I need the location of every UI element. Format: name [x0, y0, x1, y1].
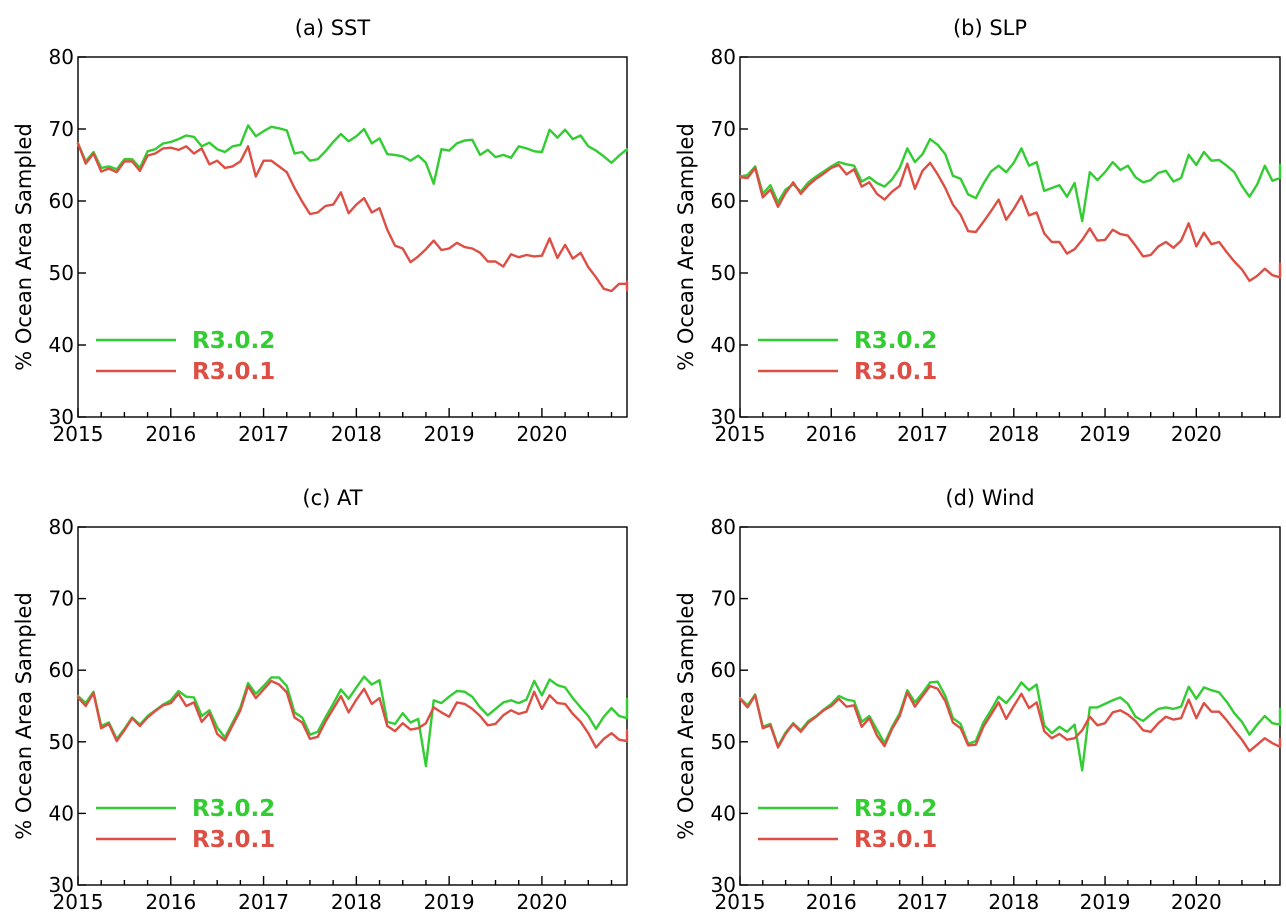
x-tick-label: 2015	[715, 422, 766, 446]
panel-at: (c) AT% Ocean Area Sampled30405060708020…	[12, 486, 627, 914]
x-tick-label: 2017	[897, 422, 948, 446]
x-tick-label: 2019	[424, 422, 475, 446]
x-tick-label: 2019	[424, 890, 475, 914]
y-tick-label: 50	[49, 261, 74, 285]
y-axis-label-slp: % Ocean Area Sampled	[674, 123, 698, 371]
chart-title-wind: (d) Wind	[945, 486, 1034, 510]
x-tick-label: 2016	[145, 890, 196, 914]
x-tick-label: 2015	[715, 890, 766, 914]
y-tick-label: 50	[711, 730, 736, 754]
y-axis-label-at: % Ocean Area Sampled	[12, 592, 36, 840]
x-tick-label: 2018	[988, 422, 1039, 446]
x-tick-label: 2020	[516, 422, 567, 446]
plot-frame-wind	[740, 527, 1280, 885]
y-tick-label: 70	[49, 117, 74, 141]
y-tick-label: 60	[49, 189, 74, 213]
series-line-R3-0-1-slp	[740, 163, 1280, 281]
series-line-R3-0-1-sst	[78, 143, 627, 291]
y-tick-label: 40	[711, 801, 736, 825]
y-tick-label: 70	[49, 587, 74, 611]
x-tick-label: 2016	[806, 890, 857, 914]
y-tick-label: 80	[711, 515, 736, 539]
chart-title-sst: (a) SST	[295, 16, 371, 40]
y-tick-label: 70	[711, 117, 736, 141]
y-tick-label: 60	[711, 658, 736, 682]
series-line-R3-0-2-at	[78, 677, 627, 767]
y-tick-label: 40	[49, 801, 74, 825]
y-tick-label: 40	[49, 333, 74, 357]
y-axis-label-wind: % Ocean Area Sampled	[674, 592, 698, 840]
panel-slp: (b) SLP% Ocean Area Sampled3040506070802…	[674, 16, 1280, 446]
series-line-R3-0-2-wind	[740, 682, 1280, 771]
x-tick-label: 2018	[331, 422, 382, 446]
y-tick-label: 60	[711, 189, 736, 213]
x-tick-label: 2016	[145, 422, 196, 446]
x-tick-label: 2016	[806, 422, 857, 446]
x-tick-label: 2020	[1171, 422, 1222, 446]
legend-label-R3-0-2-at: R3.0.2	[192, 796, 275, 822]
y-tick-label: 80	[49, 45, 74, 69]
legend-label-R3-0-1-at: R3.0.1	[192, 827, 275, 853]
y-tick-label: 60	[49, 658, 74, 682]
x-tick-label: 2015	[53, 422, 104, 446]
legend-label-R3-0-1-slp: R3.0.1	[854, 359, 937, 385]
y-tick-label: 80	[49, 515, 74, 539]
x-tick-label: 2018	[988, 890, 1039, 914]
legend-label-R3-0-1-wind: R3.0.1	[854, 827, 937, 853]
chart-title-slp: (b) SLP	[953, 16, 1027, 40]
x-tick-label: 2017	[238, 890, 289, 914]
x-tick-label: 2019	[1080, 890, 1131, 914]
legend-label-R3-0-2-sst: R3.0.2	[192, 328, 275, 354]
y-tick-label: 50	[49, 730, 74, 754]
chart-title-at: (c) AT	[302, 486, 362, 510]
y-tick-label: 80	[711, 45, 736, 69]
legend-label-R3-0-2-wind: R3.0.2	[854, 796, 937, 822]
x-tick-label: 2017	[897, 890, 948, 914]
y-tick-label: 50	[711, 261, 736, 285]
panel-sst: (a) SST% Ocean Area Sampled3040506070802…	[12, 16, 627, 446]
y-axis-label-sst: % Ocean Area Sampled	[12, 123, 36, 371]
x-tick-label: 2020	[1171, 890, 1222, 914]
series-line-R3-0-2-slp	[740, 139, 1280, 221]
plot-frame-slp	[740, 57, 1280, 417]
x-tick-label: 2017	[238, 422, 289, 446]
x-tick-label: 2015	[53, 890, 104, 914]
y-tick-label: 70	[711, 587, 736, 611]
plot-frame-sst	[78, 57, 627, 417]
series-line-R3-0-2-sst	[78, 125, 627, 183]
x-tick-label: 2020	[516, 890, 567, 914]
legend-label-R3-0-1-sst: R3.0.1	[192, 359, 275, 385]
x-tick-label: 2019	[1080, 422, 1131, 446]
panel-wind: (d) Wind% Ocean Area Sampled304050607080…	[674, 486, 1280, 914]
x-tick-label: 2018	[331, 890, 382, 914]
legend-label-R3-0-2-slp: R3.0.2	[854, 328, 937, 354]
y-tick-label: 40	[711, 333, 736, 357]
